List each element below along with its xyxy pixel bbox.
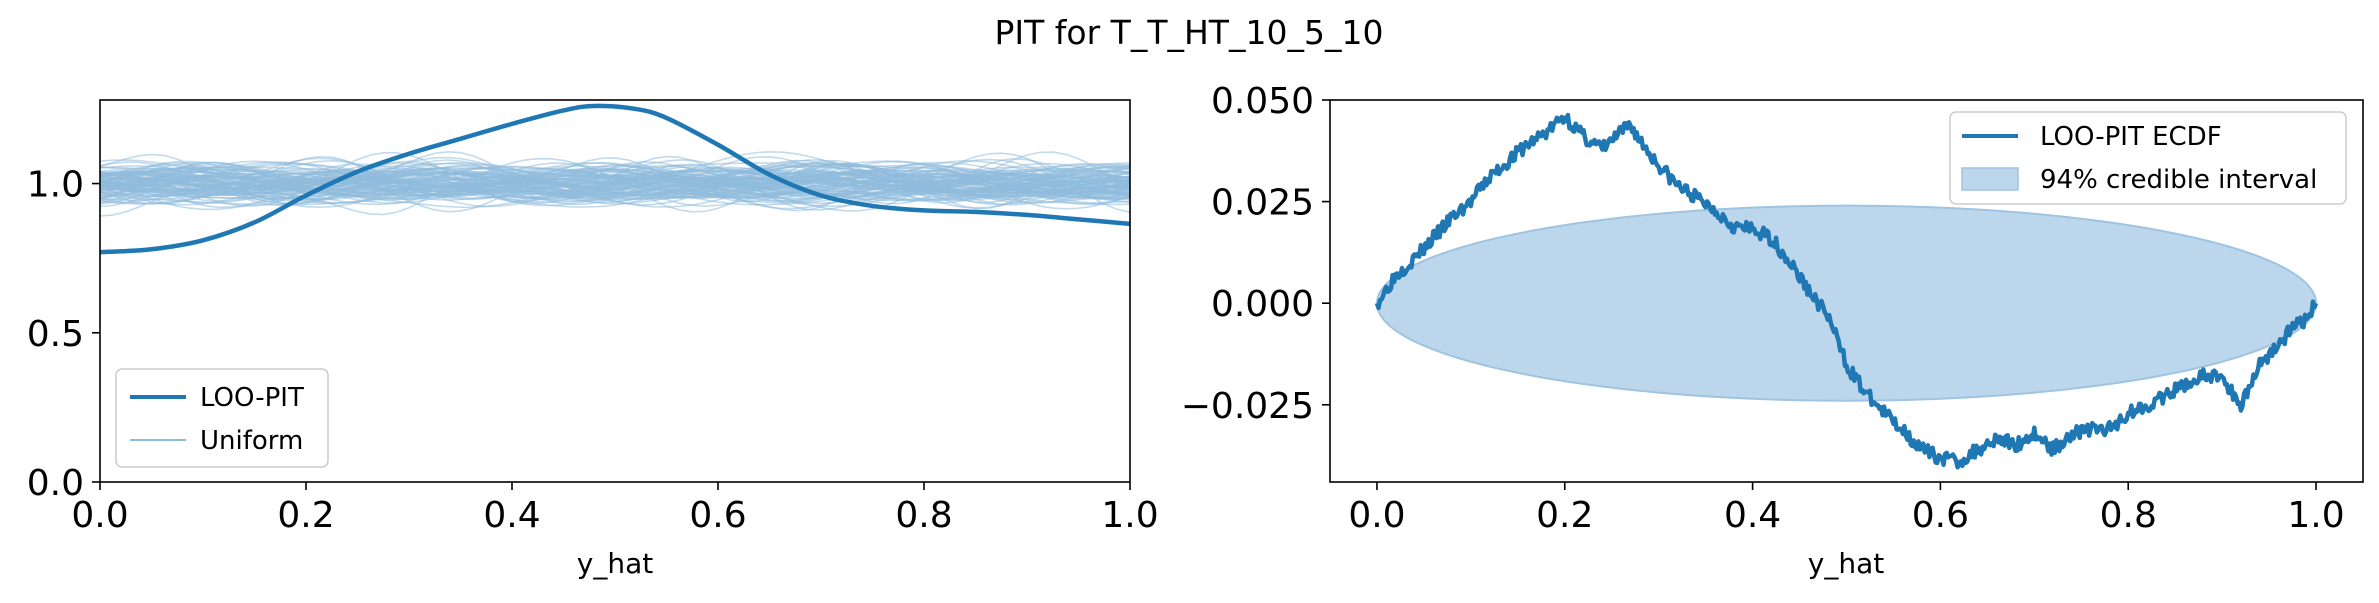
y-tick-label: 0.0 <box>27 463 84 504</box>
x-tick-label: 0.8 <box>895 495 952 536</box>
x-tick-label: 0.0 <box>1348 495 1405 536</box>
left-legend-box <box>115 368 329 468</box>
uniform-reference-curve <box>99 162 1131 208</box>
y-tick-label: 0.025 <box>1211 183 1314 224</box>
y-tick-label: −0.025 <box>1181 386 1314 427</box>
figure-title: PIT for T_T_HT_10_5_10 <box>995 13 1384 52</box>
x-tick-label: 0.0 <box>71 495 128 536</box>
uniform-reference-curve <box>99 151 1131 209</box>
legend-label-uniform: Uniform <box>200 426 303 456</box>
left-axes-frame <box>99 99 1131 483</box>
right-plot-area <box>1374 112 2319 470</box>
right-y-ticks: 0.050 0.025 0.000 −0.025 <box>1181 81 1330 427</box>
x-tick-label: 0.6 <box>1912 495 1969 536</box>
x-tick-label: 0.2 <box>277 495 334 536</box>
x-tick-label: 0.6 <box>689 495 746 536</box>
uniform-reference-curve <box>99 152 1131 214</box>
x-tick-label: 1.0 <box>1101 495 1158 536</box>
left-plot-area <box>99 103 1131 255</box>
right-axes-frame <box>1329 99 2364 483</box>
left-xlabel: y_hat <box>577 547 653 580</box>
right-legend: LOO-PIT ECDF 94% credible interval <box>1949 111 2347 205</box>
legend-label-credible-interval: 94% credible interval <box>2040 165 2317 195</box>
uniform-reference-curve <box>99 151 1131 211</box>
x-tick-label: 0.4 <box>1724 495 1781 536</box>
uniform-reference-curve <box>99 164 1131 202</box>
uniform-reference-curve <box>99 161 1131 206</box>
x-tick-label: 0.8 <box>2100 495 2157 536</box>
x-tick-label: 0.2 <box>1536 495 1593 536</box>
legend-label-loo-pit-ecdf: LOO-PIT ECDF <box>2040 122 2222 152</box>
x-tick-label: 0.4 <box>483 495 540 536</box>
series-loo-pit-ecdf-line <box>1374 112 2319 470</box>
legend-swatch-credible-interval <box>1961 167 2019 191</box>
uniform-reference-curve <box>99 162 1131 203</box>
right-x-ticks: 0.0 0.2 0.4 0.6 0.8 1.0 <box>1348 482 2345 536</box>
y-tick-label: 0.050 <box>1211 81 1314 122</box>
uniform-reference-curve <box>99 171 1131 196</box>
left-y-ticks: 0.0 0.5 1.0 <box>27 165 100 504</box>
y-tick-label: 1.0 <box>27 165 84 206</box>
left-panel: 0.0 0.2 0.4 0.6 0.8 1.0 0.0 0.5 1.0 y_hat LOO-P… <box>27 99 1159 580</box>
right-panel: 0.0 0.2 0.4 0.6 0.8 1.0 0.050 0.025 0.000 −0.025… <box>1181 81 2364 580</box>
y-tick-label: 0.000 <box>1211 284 1314 325</box>
left-x-ticks: 0.0 0.2 0.4 0.6 0.8 1.0 <box>71 482 1159 536</box>
series-loo-pit-line <box>99 103 1131 255</box>
x-tick-label: 1.0 <box>2287 495 2344 536</box>
right-legend-box <box>1949 111 2347 205</box>
y-tick-label: 0.5 <box>27 314 84 355</box>
legend-label-loo-pit: LOO-PIT <box>200 383 304 413</box>
right-xlabel: y_hat <box>1808 547 1884 580</box>
left-legend: LOO-PIT Uniform <box>115 368 329 468</box>
